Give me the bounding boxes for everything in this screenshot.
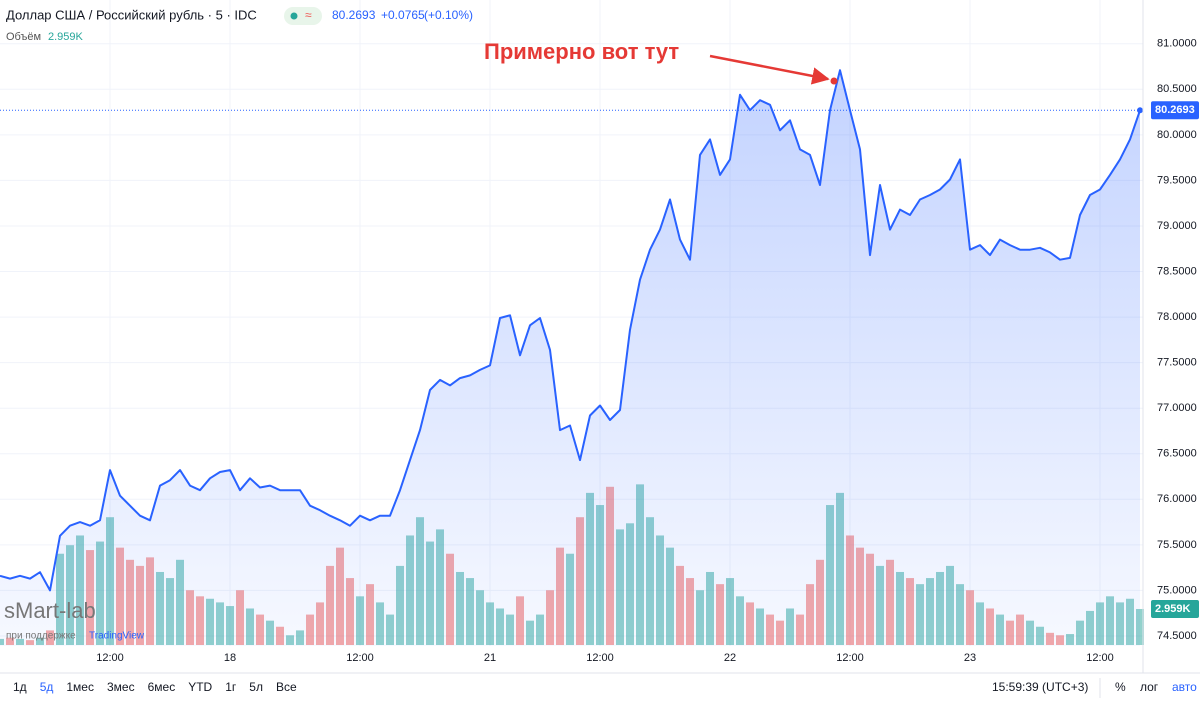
- price-change-pct: (+0.10%): [424, 8, 473, 22]
- y-tick-label: 75.0000: [1157, 584, 1197, 596]
- range-button[interactable]: Все: [276, 680, 297, 694]
- last-point: [1137, 107, 1143, 114]
- y-tick-label: 80.0000: [1157, 129, 1197, 141]
- status-icon: ≈: [305, 8, 312, 22]
- option[interactable]: %: [1115, 680, 1126, 694]
- volume-title: Объём: [6, 31, 41, 43]
- y-tick-label: 78.5000: [1157, 265, 1197, 277]
- x-tick-label: 18: [224, 652, 236, 664]
- price-line: [0, 69, 1141, 592]
- toolbar: 1д 5д 1мес 3мес 6мес YTD 1г 5л Все: [13, 680, 297, 694]
- area-fill: [0, 70, 1140, 646]
- chart-title: Доллар США / Российский рубль · 5 · IDC: [6, 7, 257, 22]
- plot: [0, 69, 1143, 646]
- range-button[interactable]: 3мес: [107, 680, 135, 694]
- x-tick-label: 21: [484, 652, 496, 664]
- y-tick-label: 81.0000: [1157, 38, 1197, 50]
- x-tick-label: 12:00: [586, 652, 614, 664]
- range-button[interactable]: YTD: [188, 680, 212, 694]
- y-tick-label: 74.5000: [1157, 630, 1197, 642]
- y-tick-label: 77.5000: [1157, 357, 1197, 369]
- option[interactable]: авто: [1172, 680, 1197, 694]
- watermark-support: при поддержке: [6, 631, 76, 642]
- annotation-dot: [830, 77, 838, 85]
- clock: 15:59:39 (UTC+3): [992, 680, 1088, 694]
- last-price: 80.2693: [332, 8, 376, 22]
- range-button[interactable]: 1мес: [66, 680, 94, 694]
- y-tick-label: 75.5000: [1157, 539, 1197, 551]
- price-tag-label: 80.2693: [1155, 104, 1195, 116]
- range-button[interactable]: 1г: [225, 680, 237, 694]
- volume-tag-label: 2.959K: [1155, 603, 1191, 615]
- option[interactable]: лог: [1140, 680, 1159, 694]
- status-badge: [284, 7, 322, 25]
- annotation: Примерно вот тут: [484, 39, 679, 64]
- y-tick-label: 76.5000: [1157, 448, 1197, 460]
- price-tag: [1151, 101, 1199, 120]
- x-tick-label: 12:00: [1086, 652, 1114, 664]
- y-tick-label: 78.0000: [1157, 311, 1197, 323]
- volume-tag: [1151, 599, 1199, 618]
- y-tick-label: 79.0000: [1157, 220, 1197, 232]
- annotation-arrow: [709, 54, 830, 85]
- watermark-brand: TradingView: [89, 631, 145, 642]
- y-tick-label: 80.5000: [1157, 83, 1197, 95]
- x-tick-label: 12:00: [346, 652, 374, 664]
- y-tick-label: 79.5000: [1157, 174, 1197, 186]
- range-button[interactable]: 1д: [13, 680, 27, 694]
- x-tick-label: 12:00: [96, 652, 124, 664]
- status-dot: [290, 12, 298, 20]
- x-tick-label: 12:00: [836, 652, 864, 664]
- range-button[interactable]: 5д: [40, 680, 54, 694]
- x-tick-label: 22: [724, 652, 736, 664]
- watermark: sMart-lab: [4, 598, 96, 623]
- axes: 74.5000 75.0000 75.5000 76.0000 76.5000 77.00…: [96, 38, 1199, 664]
- volume-value: 2.959K: [48, 31, 84, 43]
- range-button[interactable]: 6мес: [148, 680, 176, 694]
- y-tick-label: 76.0000: [1157, 493, 1197, 505]
- y-tick-label: 77.0000: [1157, 402, 1197, 414]
- x-tick-label: 23: [964, 652, 976, 664]
- price-change: +0.0765: [381, 8, 425, 22]
- range-button[interactable]: 5л: [249, 680, 263, 694]
